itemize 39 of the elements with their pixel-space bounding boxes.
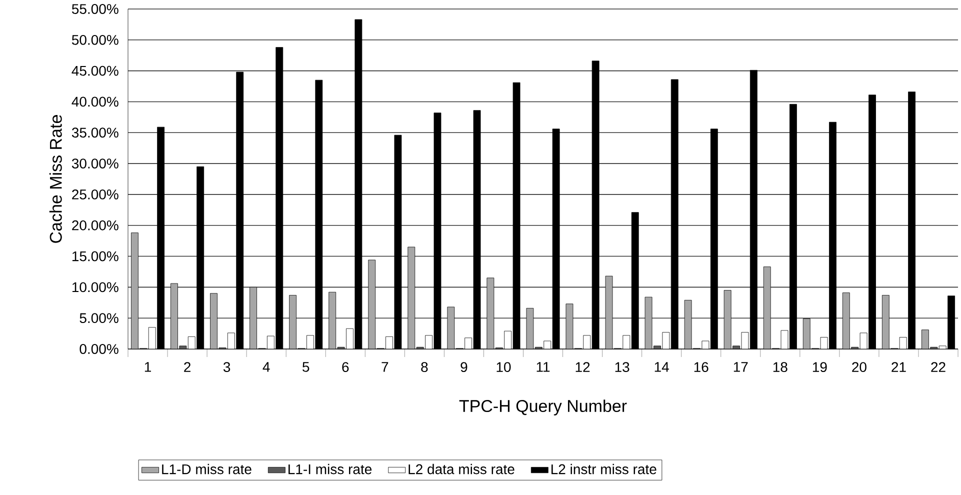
x-tick-label: 16 [694,362,708,372]
y-tick-label: 55.00% [72,4,118,14]
x-tick-label: 21 [892,362,906,372]
x-tick-label: 6 [342,362,349,372]
x-tick-label: 22 [931,362,946,372]
y-tick-label: 20.00% [72,220,118,230]
x-tick-label: 11 [536,362,550,372]
legend-label: L1-I miss rate [288,464,372,474]
x-tick-label: 8 [421,362,428,372]
x-tick-label: 7 [382,362,388,372]
x-tick-label: 5 [302,362,310,372]
y-tick-label: 45.00% [72,66,118,76]
x-tick-label: 20 [852,362,866,372]
x-tick-label: 19 [812,362,827,372]
x-tick-label: 18 [773,362,788,372]
y-tick-label: 0.00% [80,344,118,354]
x-tick-label: 17 [734,362,748,372]
x-tick-label: 4 [262,362,270,372]
y-tick-label: 40.00% [72,96,118,107]
x-tick-label: 13 [615,362,630,372]
legend-label: L2 instr miss rate [552,464,656,474]
y-tick-label: 25.00% [72,189,118,200]
y-axis-title: Cache Miss Rate [49,115,62,243]
y-tick-label: 15.00% [72,251,118,262]
x-tick-label: 9 [460,362,468,372]
x-tick-label: 1 [144,362,151,372]
x-tick-label: 10 [496,362,511,372]
legend-label: L1-D miss rate [162,464,252,474]
x-axis-title: TPC-H Query Number [459,400,627,416]
x-tick-label: 3 [223,362,230,372]
x-tick-label: 14 [654,362,669,372]
y-tick-label: 35.00% [72,128,118,138]
y-tick-label: 50.00% [72,34,118,45]
y-tick-label: 10.00% [72,282,118,292]
x-tick-label: 12 [576,362,590,372]
y-tick-label: 5.00% [80,313,118,324]
x-tick-label: 2 [184,362,190,372]
legend-label: L2 data miss rate [408,464,514,474]
y-tick-label: 30.00% [72,158,118,169]
